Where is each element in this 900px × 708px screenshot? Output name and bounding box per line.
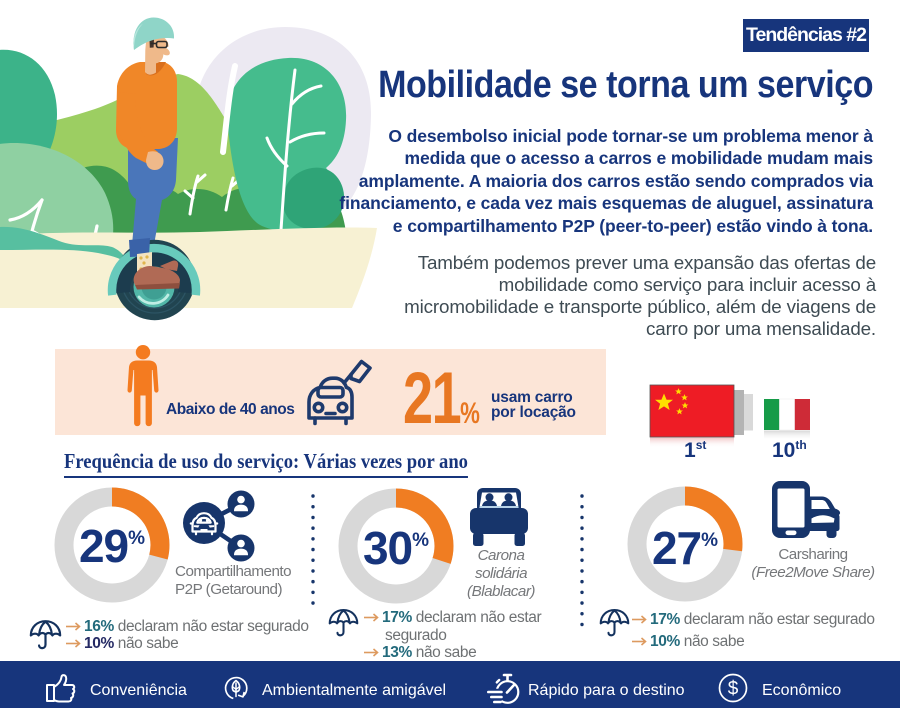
- svg-text:$: $: [728, 679, 739, 700]
